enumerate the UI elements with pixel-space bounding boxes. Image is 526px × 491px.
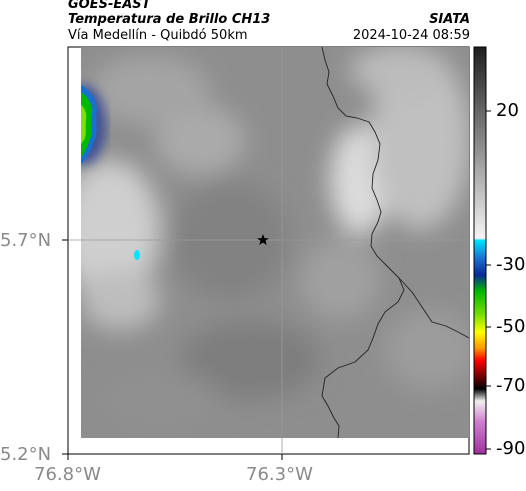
datetime-label: 2024-10-24 08:59 (352, 28, 470, 43)
colorbar (473, 46, 487, 455)
department-boundary (398, 277, 470, 339)
satellite-title: GOES-EAST (68, 0, 151, 12)
product-title: Temperatura de Brillo CH13 (68, 12, 271, 27)
region-subtitle: Vía Medellín - Quibdó 50km (68, 28, 248, 43)
colorbar-label: -30 (496, 254, 526, 275)
department-boundary (321, 46, 405, 439)
lon-label-76.3: 76.3°W (246, 464, 313, 485)
brightness-temperature-field (81, 47, 469, 438)
colorbar-label: -50 (496, 316, 526, 337)
colorbar-label: -90 (496, 438, 526, 459)
organization-label: SIATA (429, 12, 470, 27)
lon-label-76.8: 76.8°W (34, 464, 101, 485)
star-icon (257, 234, 269, 245)
lat-label-5.7: 5.7°N (0, 230, 52, 251)
lat-label-5.2: 5.2°N (0, 444, 52, 465)
colorbar-label: 20 (496, 100, 519, 121)
colorbar-label: -70 (496, 375, 526, 396)
